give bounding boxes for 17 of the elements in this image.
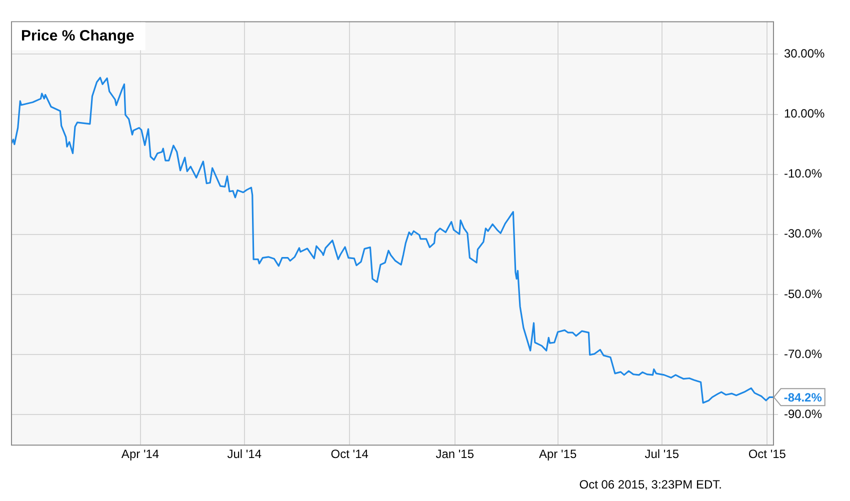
x-tick-label: Oct '15 [748,447,786,462]
y-tick-label: -30.0% [784,226,822,241]
x-tick-label: Apr '15 [538,447,577,462]
x-tick-label: Jul '14 [227,447,262,462]
chart-title: Price % Change [21,27,134,44]
y-tick-label: -90.0% [784,406,822,421]
y-tick-label: 30.00% [784,46,826,61]
x-tick-label: Jul '15 [644,447,680,462]
y-tick-label: -70.0% [784,346,822,361]
annotation: -84.2% [784,390,822,404]
text: Oct 06 2015, 3:23PM EDT. [579,477,722,492]
y-tick-label: -10.0% [784,166,822,181]
y-tick-label: 10.00% [784,106,826,121]
x-tick-label: Oct '14 [330,447,369,462]
y-tick-label: -50.0% [784,286,822,301]
x-tick-label: Apr '14 [121,447,160,462]
x-tick-label: Jan '15 [436,447,474,462]
